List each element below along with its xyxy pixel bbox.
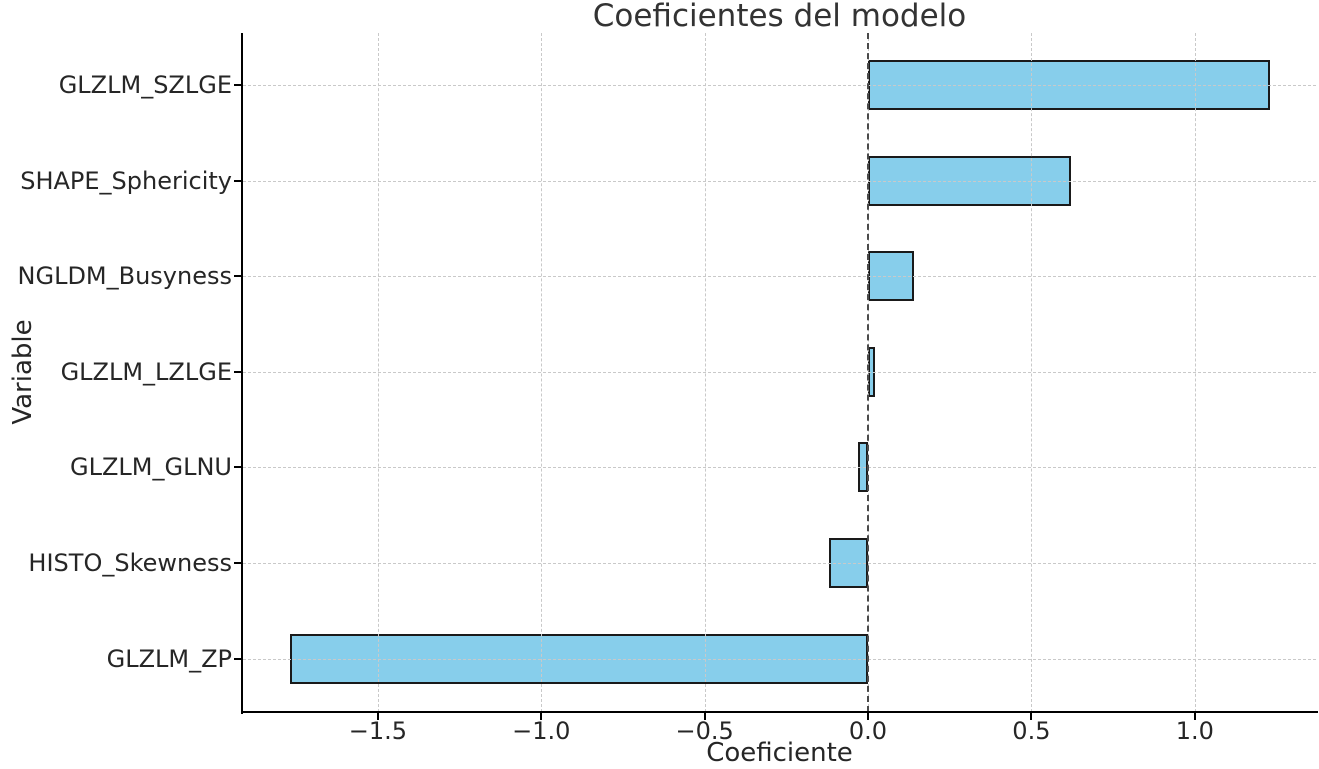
y-tick-mark: [234, 275, 242, 278]
x-tick-mark: [376, 712, 379, 720]
x-tick-mark: [1030, 712, 1033, 720]
left-spine: [241, 33, 243, 714]
y-tick-mark: [234, 179, 242, 182]
y-tick-label-GLZLM_SZLGE: GLZLM_SZLGE: [58, 71, 232, 99]
gridline-x-1.0: [1194, 33, 1196, 712]
gridline-y-GLZLM_LZLGE: [243, 371, 1316, 373]
x-tick-mark: [867, 712, 869, 720]
plot-area: [243, 33, 1316, 712]
x-tick-label-−0.5: −0.5: [675, 717, 734, 745]
x-tick-label-1.0: 1.0: [1175, 717, 1214, 745]
y-tick-mark: [234, 466, 242, 469]
y-tick-label-HISTO_Skewness: HISTO_Skewness: [28, 548, 232, 577]
gridline-x-−1.0: [541, 33, 543, 712]
y-tick-mark: [234, 370, 242, 373]
x-tick-label-−1.5: −1.5: [348, 717, 408, 745]
x-tick-mark: [540, 712, 543, 720]
y-tick-label-SHAPE_Sphericity: SHAPE_Sphericity: [20, 166, 232, 195]
bottom-spine: [241, 711, 1318, 713]
x-tick-label-−1.0: −1.0: [512, 717, 571, 745]
x-tick-mark: [703, 712, 706, 720]
zero-reference-line: [867, 33, 869, 712]
gridline-y-NGLDM_Busyness: [243, 276, 1316, 278]
y-tick-label-GLZLM_LZLGE: GLZLM_LZLGE: [60, 357, 232, 386]
y-tick-label-NGLDM_Busyness: NGLDM_Busyness: [17, 262, 232, 291]
y-tick-label-GLZLM_ZP: GLZLM_ZP: [106, 644, 232, 673]
chart-title: Coeficientes del modelo: [592, 0, 967, 34]
gridline-y-GLZLM_GLNU: [243, 467, 1316, 469]
y-tick-mark: [234, 561, 242, 564]
y-tick-mark: [234, 657, 242, 660]
gridline-x-−1.5: [377, 33, 379, 712]
gridline-x-0.5: [1031, 33, 1033, 712]
x-tick-mark: [1193, 712, 1196, 720]
x-tick-label-0.5: 0.5: [1012, 717, 1051, 745]
gridline-x-−0.5: [704, 33, 706, 712]
gridline-y-HISTO_Skewness: [243, 562, 1316, 564]
x-tick-label-0.0: 0.0: [848, 717, 888, 745]
y-tick-mark: [234, 84, 242, 86]
gridline-y-SHAPE_Sphericity: [243, 180, 1316, 182]
gridline-y-GLZLM_SZLGE: [243, 85, 1316, 86]
gridline-y-GLZLM_ZP: [243, 658, 1316, 660]
y-tick-label-GLZLM_GLNU: GLZLM_GLNU: [70, 453, 232, 482]
x-axis-label: Coeficiente: [706, 738, 853, 768]
